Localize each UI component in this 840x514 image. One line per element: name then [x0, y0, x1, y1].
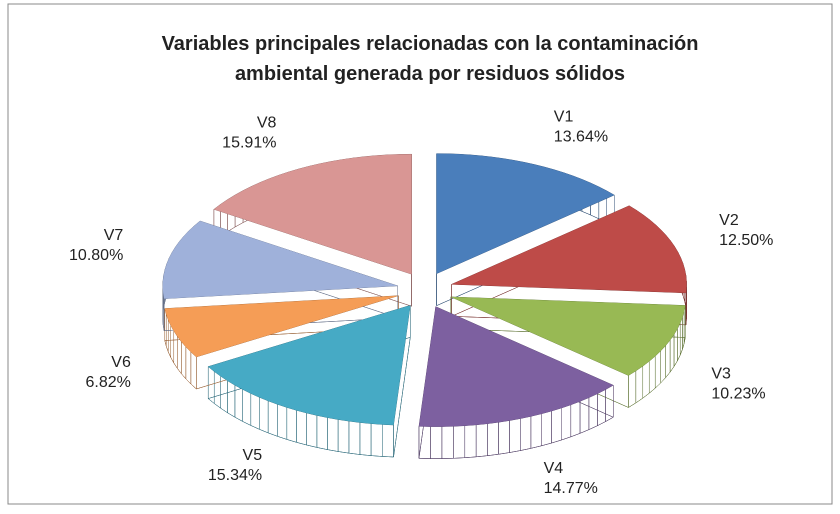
slice-value-label: 14.77%	[544, 480, 598, 497]
slice-category-label: V7	[104, 227, 124, 244]
slice-value-label: 10.23%	[711, 386, 765, 403]
slice-value-label: 12.50%	[719, 232, 773, 249]
slice	[213, 154, 412, 275]
slice	[436, 153, 615, 274]
slice	[450, 296, 686, 376]
slice	[208, 305, 411, 426]
slice	[418, 306, 614, 427]
slice-value-label: 15.34%	[208, 467, 262, 484]
slice-category-label: V4	[544, 460, 564, 477]
slice-category-label: V2	[719, 212, 739, 229]
slice-category-label: V8	[257, 114, 277, 131]
slice-category-label: V6	[111, 354, 131, 371]
slice-value-label: 6.82%	[86, 374, 131, 391]
chart-title: ambiental generada por residuos sólidos	[235, 63, 625, 85]
slice	[162, 220, 398, 299]
slice-value-label: 15.91%	[222, 134, 276, 151]
slice-category-label: V1	[554, 109, 574, 126]
chart-title: Variables principales relacionadas con l…	[162, 33, 699, 55]
slice-value-label: 13.64%	[554, 129, 608, 146]
slice	[164, 295, 399, 357]
slice-category-label: V3	[711, 366, 731, 383]
slice	[451, 205, 687, 293]
slice-value-label: 10.80%	[69, 247, 123, 264]
slice-category-label: V5	[243, 447, 263, 464]
